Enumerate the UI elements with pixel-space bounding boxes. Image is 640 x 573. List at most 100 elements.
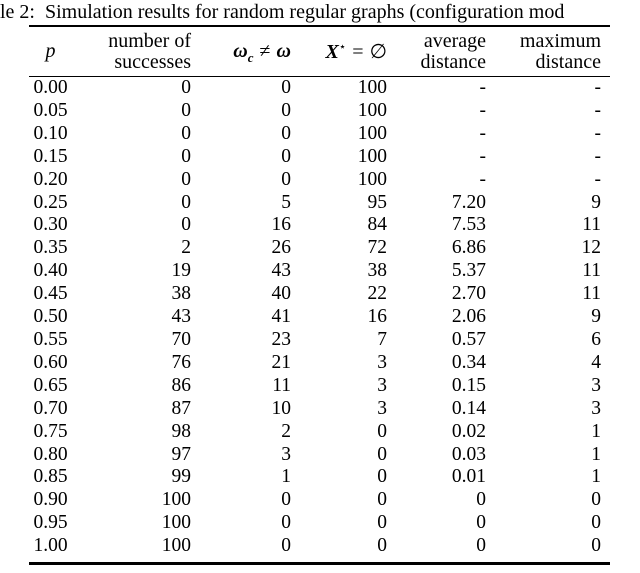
table-cell: 0.75 (33, 420, 68, 442)
table-cell: 0.02 (451, 420, 486, 442)
table-cell: 6 (591, 328, 601, 350)
avg-distance-header-line1: average (423, 30, 486, 52)
table-cell: 95 (367, 191, 388, 213)
table-cell: 9 (591, 191, 601, 213)
table-cell: 7.20 (451, 191, 486, 213)
table-cell: 23 (271, 328, 292, 350)
table-cell: 12 (581, 237, 602, 259)
table-cell: 0 (181, 168, 191, 190)
neq-symbol: ≠ (259, 40, 271, 62)
table-cell: 0 (181, 214, 191, 236)
table-cell: 16 (367, 306, 388, 328)
table-row: 0.80 97 3 0 0.03 1 (29, 444, 610, 467)
table-cell: - (594, 168, 602, 190)
table-row: 0.15 0 0 100 - - (29, 146, 610, 169)
table-cell: 26 (271, 237, 292, 259)
table-cell: 1 (591, 443, 601, 465)
table-cell: 0 (591, 489, 601, 511)
table-cell: 97 (171, 443, 192, 465)
table-cell: 0.65 (33, 374, 68, 396)
table-row: 0.50 43 41 16 2.06 9 (29, 306, 610, 329)
table-cell: 84 (367, 214, 388, 236)
table-row: 1.00 100 0 0 0 0 (29, 535, 610, 558)
col-avg-distance-header: average distance (392, 26, 491, 77)
table-cell: 0.03 (451, 443, 486, 465)
table-cell: - (594, 99, 602, 121)
table-cell: 0 (181, 77, 191, 98)
table-cell: 72 (367, 237, 388, 259)
table-cell: 0.95 (33, 512, 68, 534)
table-cell: 0 (281, 145, 291, 167)
table-cell: 4 (591, 351, 601, 373)
omega-subscript-c: c (247, 50, 254, 65)
table-caption: le 2: Simulation results for random regu… (0, 1, 565, 23)
table-row: 0.60 76 21 3 0.34 4 (29, 352, 610, 375)
table-cell: 0.55 (33, 328, 68, 350)
table-cell: 0.00 (33, 77, 68, 98)
table-cell: 0.30 (33, 214, 68, 236)
table-cell: 0 (476, 512, 486, 534)
p-symbol: p (45, 40, 56, 62)
table-cell: 43 (171, 306, 192, 328)
equals-symbol: = (352, 41, 364, 63)
table-cell: - (594, 145, 602, 167)
table-cell: 0 (377, 466, 387, 488)
table-cell: 0.34 (451, 351, 486, 373)
table-cell: 0 (377, 512, 387, 534)
table-cell: 100 (161, 512, 191, 534)
table-body: 0.00 0 0 100- -0.05 0 0 100- -0.10 0 0 100- -0.15 0 0 1… (29, 77, 610, 559)
successes-header-line2: successes (114, 50, 191, 73)
table-cell: 0.15 (33, 145, 68, 167)
table-cell: 87 (171, 397, 192, 419)
table-cell: 0.85 (33, 466, 68, 488)
table-cell: 0.45 (33, 283, 68, 305)
table-cell: 0.70 (33, 397, 68, 419)
table-cell: 98 (171, 420, 192, 442)
star-superscript: ⋆ (338, 39, 347, 54)
col-xstar-empty-header: X⋆ = ∅ (296, 26, 392, 77)
table-cell: 38 (367, 260, 388, 282)
table-cell: 16 (271, 214, 292, 236)
table-cell: 41 (271, 306, 292, 328)
header-row: p number of successes ωc ≠ ω X⋆ = ∅ average … (29, 26, 610, 77)
table-cell: 0.05 (33, 99, 68, 121)
table-cell: 100 (357, 168, 387, 190)
col-p-header: p (29, 26, 72, 77)
col-omega-neq-header: ωc ≠ ω (196, 26, 296, 77)
table-cell: 3 (591, 374, 601, 396)
table-cell: 0.50 (33, 306, 68, 328)
table-cell: 70 (171, 328, 192, 350)
table-cell: 0.10 (33, 122, 68, 144)
table-cell: 11 (272, 374, 291, 396)
table-cell: 99 (171, 466, 192, 488)
omega-c-symbol: ω (233, 40, 248, 62)
table-cell: 19 (171, 260, 192, 282)
table-cell: 11 (582, 214, 601, 236)
table-cell: 2.70 (451, 283, 486, 305)
table-cell: 0 (281, 168, 291, 190)
table-cell: 2.06 (451, 306, 486, 328)
table-cell: 0 (181, 122, 191, 144)
table-cell: 0.40 (33, 260, 68, 282)
table-cell: 100 (161, 535, 191, 557)
table-cell: 21 (271, 351, 292, 373)
table-cell: 100 (161, 489, 191, 511)
max-distance-header-line2: distance (535, 50, 601, 73)
max-distance-header-line1: maximum (519, 30, 601, 52)
table-cell: 0.15 (451, 374, 486, 396)
table-row: 0.75 98 2 0 0.02 1 (29, 421, 610, 444)
table-cell: 76 (171, 351, 192, 373)
successes-header-line1: number of (108, 30, 191, 52)
table-cell: 100 (357, 145, 387, 167)
table-cell: 0.80 (33, 443, 68, 465)
table-cell: 5 (281, 191, 291, 213)
col-max-distance-header: maximum distance (491, 26, 610, 77)
table-row: 0.10 0 0 100 - - (29, 123, 610, 146)
table-cell: 0 (181, 191, 191, 213)
emptyset-symbol: ∅ (369, 41, 387, 63)
table-row: 0.25 0 5 95 7.20 9 (29, 192, 610, 215)
table-cell: 1 (591, 466, 601, 488)
table-cell: 5.37 (451, 260, 486, 282)
x-symbol: X (325, 41, 339, 63)
table-cell: - (479, 77, 487, 98)
